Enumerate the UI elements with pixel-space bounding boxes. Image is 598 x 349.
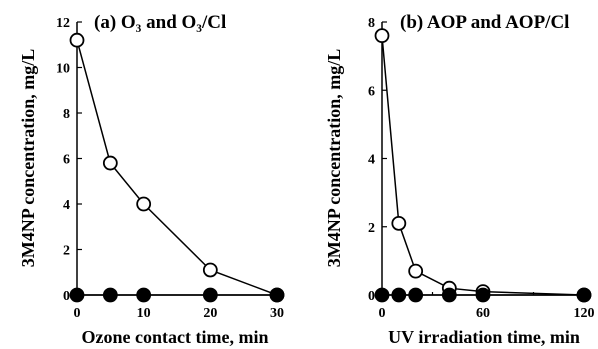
- x-axis-label: Ozone contact time, min: [82, 327, 269, 347]
- series-2-point: [374, 287, 390, 303]
- series-2-point: [576, 287, 592, 303]
- y-tick-label: 2: [63, 244, 70, 259]
- series-2-point: [441, 287, 457, 303]
- y-tick-label: 0: [63, 289, 70, 304]
- series-2-point: [202, 287, 218, 303]
- y-tick-label: 6: [63, 153, 70, 168]
- series-2-point: [391, 287, 407, 303]
- chart-title: (a) O₃ and O₃/Cl: [94, 12, 226, 33]
- chart-b: (b) AOP and AOP/Cl 3M4NP concentration, …: [324, 12, 595, 347]
- y-tick-label: 8: [63, 107, 70, 122]
- series-1-point: [391, 215, 407, 231]
- series-2-point: [475, 287, 491, 303]
- series-1-point: [136, 196, 152, 212]
- series-1-point: [374, 28, 390, 44]
- y-tick-label: 6: [368, 84, 375, 99]
- x-tick-label: 20: [203, 306, 217, 321]
- chart-title: (b) AOP and AOP/Cl: [400, 12, 569, 33]
- x-tick-label: 60: [476, 306, 490, 321]
- y-tick-label: 8: [368, 16, 375, 31]
- series-1-point: [202, 262, 218, 278]
- series-2-point: [408, 287, 424, 303]
- x-tick-label: 120: [574, 306, 595, 321]
- series-1-point: [69, 32, 85, 48]
- series-2-point: [269, 287, 285, 303]
- y-tick-label: 2: [368, 221, 375, 236]
- y-tick-label: 12: [56, 16, 70, 31]
- y-tick-label: 0: [368, 289, 375, 304]
- series-1-line: [381, 35, 585, 296]
- x-tick-label: 0: [74, 306, 81, 321]
- y-tick-label: 4: [63, 198, 70, 213]
- series-2-point: [69, 287, 85, 303]
- series-2-point: [102, 287, 118, 303]
- series-1-point: [102, 155, 118, 171]
- y-axis-label: 3M4NP concentration, mg/L: [18, 49, 38, 267]
- plot-area: 0 2 4 6 8 10 12 0 10 20 30: [56, 16, 285, 321]
- x-tick-label: 10: [137, 306, 151, 321]
- y-axis-label: 3M4NP concentration, mg/L: [324, 49, 344, 267]
- y-tick-label: 10: [56, 62, 70, 77]
- chart-a: (a) O₃ and O₃/Cl 3M4NP concentration, mg…: [18, 12, 285, 347]
- plot-area: 0 2 4 6 8 0 60 120: [368, 16, 595, 321]
- series-2-point: [136, 287, 152, 303]
- x-axis-label: UV irradiation time, min: [388, 327, 580, 347]
- series-1-point: [408, 263, 424, 279]
- x-tick-label: 0: [379, 306, 386, 321]
- y-tick-label: 4: [368, 153, 375, 168]
- x-tick-label: 30: [270, 306, 284, 321]
